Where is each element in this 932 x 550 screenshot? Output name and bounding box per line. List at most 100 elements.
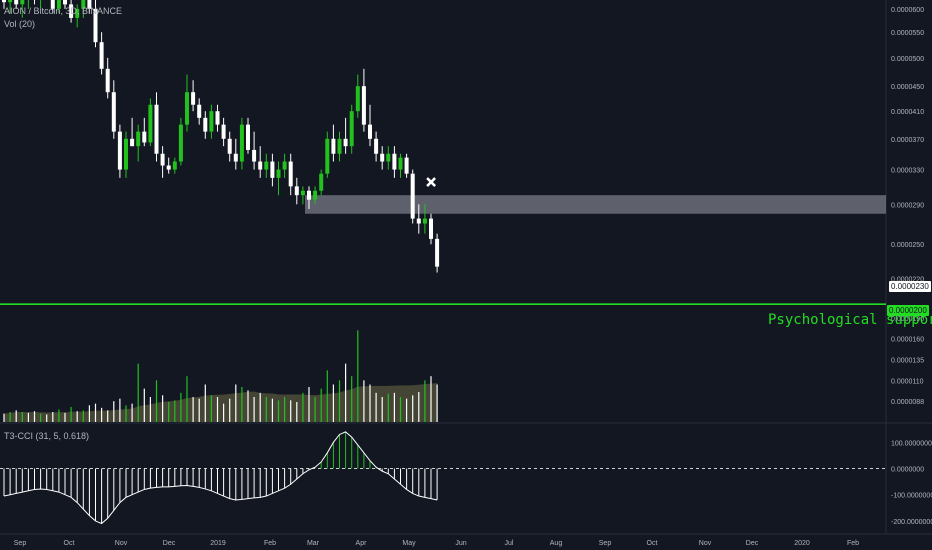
volume-bar bbox=[58, 409, 60, 422]
volume-bar bbox=[345, 363, 347, 422]
volume-bar bbox=[357, 330, 359, 422]
time-tick-label: May bbox=[402, 540, 416, 547]
volume-tick-label: 0.0000088 bbox=[891, 399, 924, 406]
volume-bar bbox=[101, 407, 103, 422]
time-tick-label: Nov bbox=[699, 540, 712, 547]
candle-body bbox=[313, 190, 318, 200]
candle-body bbox=[416, 218, 421, 224]
candle-body bbox=[117, 131, 122, 170]
cci-tick-label: -200.0000000 bbox=[891, 519, 932, 526]
candle-body bbox=[124, 138, 128, 170]
volume-bar bbox=[284, 397, 286, 422]
volume-bar bbox=[381, 397, 383, 422]
symbol-title: AION / Bitcoin, 3D, BINANCE bbox=[4, 6, 123, 16]
volume-bar bbox=[46, 414, 48, 422]
candle-body bbox=[349, 111, 354, 147]
volume-bar bbox=[235, 384, 237, 422]
volume-bar bbox=[76, 411, 78, 422]
volume-bar bbox=[314, 397, 316, 422]
candle-body bbox=[392, 153, 397, 170]
volume-bar bbox=[296, 402, 298, 422]
psychological-support-label: Psychological support bbox=[768, 312, 932, 328]
candle-body bbox=[435, 238, 440, 267]
candle-body bbox=[56, 0, 61, 9]
last-price-tag: 0.0000230 bbox=[889, 281, 931, 292]
price-tick-label: 0.0000330 bbox=[891, 168, 924, 175]
volume-bar bbox=[3, 413, 5, 422]
price-tick-label: 0.0000290 bbox=[891, 202, 924, 209]
time-tick-label: Apr bbox=[356, 540, 368, 547]
volume-bar bbox=[332, 384, 334, 422]
candle-body bbox=[386, 153, 391, 162]
volume-bar bbox=[223, 403, 225, 422]
candle-body bbox=[404, 157, 409, 174]
volume-bar bbox=[271, 398, 273, 422]
volume-bar bbox=[253, 397, 255, 422]
candle-body bbox=[325, 138, 330, 174]
candle-body bbox=[81, 0, 86, 9]
candle-body bbox=[142, 131, 147, 143]
candle-body bbox=[374, 138, 379, 154]
candle-body bbox=[282, 161, 287, 170]
volume-bar bbox=[174, 400, 176, 422]
volume-bar bbox=[198, 398, 200, 422]
price-tick-label: 0.0000500 bbox=[891, 56, 924, 63]
time-tick-label: Mar bbox=[307, 540, 320, 547]
volume-bar bbox=[180, 392, 182, 422]
candle-body bbox=[160, 153, 165, 166]
candle-body bbox=[300, 190, 305, 196]
candle-body bbox=[319, 173, 324, 191]
candle-body bbox=[172, 161, 177, 170]
volume-bar bbox=[52, 412, 54, 422]
volume-bar bbox=[229, 398, 231, 422]
volume-bar bbox=[247, 390, 249, 422]
time-tick-label: Jul bbox=[505, 540, 514, 547]
volume-bar bbox=[277, 400, 280, 422]
volume-bar bbox=[406, 398, 408, 422]
candle-body bbox=[258, 161, 263, 170]
candle-body bbox=[130, 138, 135, 147]
candle-body bbox=[368, 124, 372, 139]
volume-bar bbox=[27, 412, 29, 422]
volume-bar bbox=[375, 392, 377, 422]
volume-bar bbox=[320, 388, 322, 422]
volume-bar bbox=[64, 412, 66, 422]
time-tick-label: Sep bbox=[14, 540, 27, 547]
candle-body bbox=[148, 104, 153, 143]
candle-body bbox=[93, 8, 98, 43]
candle-body bbox=[111, 92, 116, 132]
volume-bar bbox=[393, 392, 395, 422]
time-tick-label: Jun bbox=[455, 540, 466, 547]
volume-bar bbox=[204, 384, 206, 422]
candle-body bbox=[63, 0, 67, 5]
candle-body bbox=[69, 4, 74, 18]
x-mark-icon bbox=[426, 177, 436, 187]
cci-indicator-label: T3-CCI (31, 5, 0.618) bbox=[4, 431, 90, 441]
time-tick-label: Aug bbox=[550, 540, 563, 547]
volume-bar bbox=[33, 411, 36, 422]
price-tick-label: 0.0000220 bbox=[891, 277, 924, 284]
candle-body bbox=[2, 0, 6, 3]
candle-body bbox=[99, 42, 104, 69]
volume-bar bbox=[88, 405, 90, 422]
volume-bar bbox=[40, 413, 42, 422]
resistance-zone bbox=[305, 195, 886, 214]
candle-body bbox=[294, 186, 299, 196]
candle-body bbox=[422, 218, 427, 224]
volume-bar bbox=[259, 392, 261, 422]
cci-tick-label: 0.0000000 bbox=[891, 467, 924, 474]
volume-tick-label: 0.0000135 bbox=[891, 358, 924, 365]
candle-body bbox=[337, 138, 342, 154]
volume-bar bbox=[82, 410, 84, 422]
candle-body bbox=[215, 111, 220, 125]
volume-indicator-label: Vol (20) bbox=[4, 19, 36, 29]
volume-bar bbox=[387, 393, 389, 422]
time-tick-label: Sep bbox=[599, 540, 612, 547]
price-tick-label: 0.0000250 bbox=[891, 242, 924, 249]
volume-bar bbox=[131, 403, 133, 422]
volume-bar bbox=[125, 405, 127, 422]
candle-body bbox=[252, 149, 257, 162]
time-tick-label: Feb bbox=[847, 540, 859, 547]
volume-ma-area bbox=[4, 382, 438, 422]
